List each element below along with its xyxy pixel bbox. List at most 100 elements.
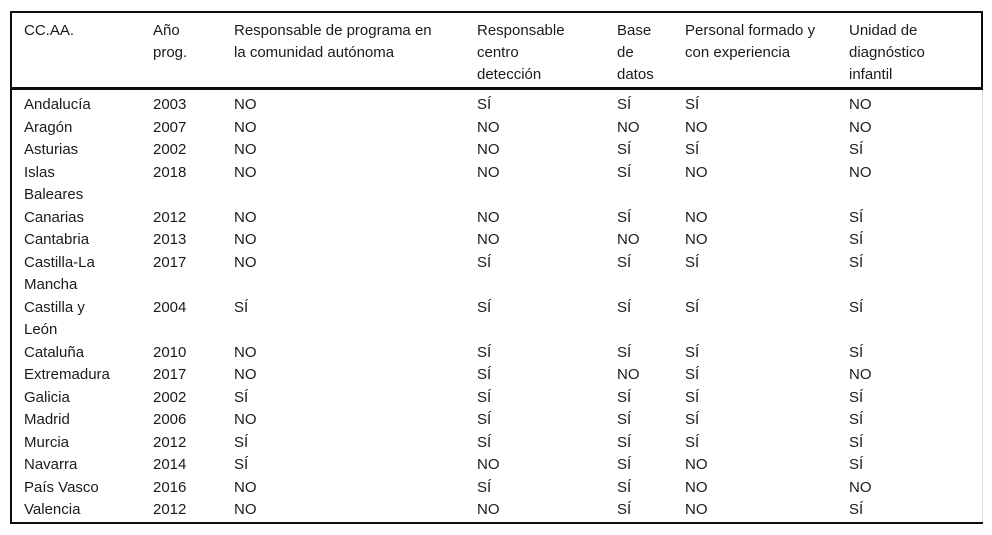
table-row: Madrid 2006 NO SÍ SÍ SÍ SÍ (11, 409, 983, 432)
cell-base-datos: SÍ (617, 141, 632, 158)
table-row: Cataluña 2010 NO SÍ SÍ SÍ SÍ (11, 341, 983, 364)
column-header-responsable-programa: Responsable de programa en la comunidad … (234, 12, 477, 90)
column-header-unidad-diagnostico: Unidad de diagnóstico infantil (849, 12, 983, 90)
cell-unidad-diagnostico: SÍ (849, 409, 983, 432)
cell-responsable-centro-deteccion: NO (477, 456, 500, 473)
cell-base-datos: SÍ (617, 163, 632, 181)
cell-ccaa: Islas Baleares (24, 163, 84, 204)
cell-responsable-centro-deteccion: SÍ (477, 411, 492, 428)
cell-ccaa: Canarias (24, 208, 85, 226)
table-row: Navarra 2014 SÍ NO SÍ NO SÍ (11, 454, 983, 477)
cell-responsable-programa: NO (234, 478, 257, 496)
cell-anio-prog: 2016 (153, 478, 187, 496)
cell-anio-prog: 2002 (153, 388, 187, 406)
cell-unidad-diagnostico: NO (849, 161, 983, 207)
cell-anio-prog: 2012 (153, 501, 187, 518)
cell-responsable-centro-deteccion: NO (477, 231, 500, 248)
cell-personal-formado: SÍ (685, 141, 700, 158)
cell-responsable-centro-deteccion: SÍ (477, 433, 492, 451)
cell-ccaa: Galicia (24, 388, 70, 406)
table-row: Castilla-La Mancha 2017 NO SÍ SÍ SÍ SÍ (11, 251, 983, 297)
header-row: CC.AA. Año prog. Responsable de programa… (11, 12, 983, 90)
cell-responsable-programa: SÍ (234, 456, 249, 473)
cell-unidad-diagnostico: SÍ (849, 499, 983, 523)
table-row: Galicia 2002 SÍ SÍ SÍ SÍ SÍ (11, 386, 983, 409)
cell-ccaa: Navarra (24, 456, 78, 473)
cell-base-datos: SÍ (617, 343, 632, 361)
cell-unidad-diagnostico: SÍ (849, 431, 983, 454)
cell-unidad-diagnostico: SÍ (849, 341, 983, 364)
cell-personal-formado: SÍ (685, 96, 700, 113)
cell-personal-formado: NO (685, 231, 708, 248)
cell-ccaa: Aragón (24, 118, 73, 136)
cell-unidad-diagnostico: NO (849, 476, 983, 499)
column-header-personal-formado: Personal formado y con experiencia (685, 12, 849, 90)
cell-responsable-centro-deteccion: NO (477, 163, 500, 181)
cell-anio-prog: 2013 (153, 231, 187, 248)
cell-responsable-centro-deteccion: NO (477, 141, 500, 158)
cell-base-datos: SÍ (617, 478, 632, 496)
cell-anio-prog: 2014 (153, 456, 187, 473)
cell-responsable-programa: NO (234, 96, 257, 113)
table-row: Valencia 2012 NO NO SÍ NO SÍ (11, 499, 983, 523)
table-row: Asturias 2002 NO NO SÍ SÍ SÍ (11, 139, 983, 162)
cell-ccaa: Murcia (24, 433, 70, 451)
cell-base-datos: SÍ (617, 411, 632, 428)
table-header: CC.AA. Año prog. Responsable de programa… (11, 12, 983, 90)
cell-responsable-programa: NO (234, 141, 257, 158)
cell-anio-prog: 2003 (153, 96, 187, 113)
cell-anio-prog: 2002 (153, 141, 187, 158)
cell-ccaa: Cantabria (24, 231, 90, 248)
cell-anio-prog: 2004 (153, 298, 187, 316)
cell-unidad-diagnostico: SÍ (849, 386, 983, 409)
cell-anio-prog: 2007 (153, 118, 187, 136)
column-header-responsable-centro-deteccion: Responsable centro detección (477, 12, 617, 90)
cell-responsable-programa: NO (234, 343, 257, 361)
cell-personal-formado: SÍ (685, 366, 700, 383)
cell-ccaa: Castilla y León (24, 298, 85, 339)
cell-personal-formado: NO (685, 456, 708, 473)
cell-ccaa: Castilla-La Mancha (24, 253, 95, 294)
cell-base-datos: NO (617, 118, 640, 136)
cell-responsable-programa: NO (234, 253, 257, 271)
cell-ccaa: Asturias (24, 141, 79, 158)
cell-unidad-diagnostico: NO (849, 88, 983, 117)
cell-ccaa: País Vasco (24, 478, 99, 496)
cell-responsable-centro-deteccion: NO (477, 208, 500, 226)
program-table: CC.AA. Año prog. Responsable de programa… (10, 11, 983, 524)
cell-base-datos: SÍ (617, 298, 632, 316)
cell-anio-prog: 2012 (153, 433, 187, 451)
cell-anio-prog: 2017 (153, 366, 187, 383)
cell-anio-prog: 2010 (153, 343, 187, 361)
cell-base-datos: SÍ (617, 388, 632, 406)
table-row: Cantabria 2013 NO NO NO NO SÍ (11, 229, 983, 252)
table-row: Murcia 2012 SÍ SÍ SÍ SÍ SÍ (11, 431, 983, 454)
cell-responsable-programa: NO (234, 118, 257, 136)
cell-base-datos: SÍ (617, 253, 632, 271)
table-row: País Vasco 2016 NO SÍ SÍ NO NO (11, 476, 983, 499)
cell-responsable-centro-deteccion: SÍ (477, 253, 492, 271)
table-row: Canarias 2012 NO NO SÍ NO SÍ (11, 206, 983, 229)
cell-base-datos: SÍ (617, 433, 632, 451)
table-body: Andalucía 2003 NO SÍ SÍ SÍ NO Aragón 2007 NO NO NO N… (11, 88, 983, 523)
column-header-ccaa: CC.AA. (11, 12, 153, 90)
table-row: Aragón 2007 NO NO NO NO NO (11, 116, 983, 139)
cell-base-datos: SÍ (617, 96, 632, 113)
cell-anio-prog: 2012 (153, 208, 187, 226)
cell-base-datos: SÍ (617, 208, 632, 226)
cell-responsable-programa: NO (234, 208, 257, 226)
cell-unidad-diagnostico: SÍ (849, 251, 983, 297)
cell-responsable-centro-deteccion: SÍ (477, 366, 492, 383)
cell-responsable-centro-deteccion: SÍ (477, 388, 492, 406)
cell-personal-formado: NO (685, 478, 708, 496)
cell-unidad-diagnostico: SÍ (849, 229, 983, 252)
cell-base-datos: NO (617, 231, 640, 248)
cell-unidad-diagnostico: NO (849, 364, 983, 387)
cell-responsable-centro-deteccion: SÍ (477, 298, 492, 316)
cell-base-datos: SÍ (617, 501, 632, 518)
cell-base-datos: NO (617, 366, 640, 383)
cell-anio-prog: 2017 (153, 253, 187, 271)
cell-responsable-programa: NO (234, 366, 257, 383)
cell-responsable-programa: SÍ (234, 433, 249, 451)
